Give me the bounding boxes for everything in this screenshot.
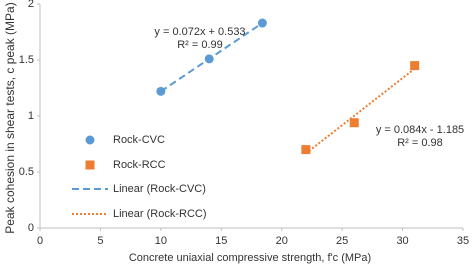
legend-label: Linear (Rock-RCC) [113, 208, 207, 220]
x-tick-label: 30 [396, 235, 408, 247]
x-tick-label: 20 [276, 235, 288, 247]
legend-label: Linear (Rock-CVC) [113, 183, 206, 195]
x-tick-label: 0 [37, 235, 43, 247]
y-tick-label: 2 [28, 0, 34, 10]
legend-label: Rock-RCC [113, 159, 166, 171]
r-squared: R² = 0.99 [177, 39, 223, 51]
x-tick-label: 35 [457, 235, 469, 247]
point [156, 86, 166, 96]
legend-marker [85, 160, 95, 170]
r-squared: R² = 0.98 [397, 137, 443, 149]
y-tick-label: 0.5 [19, 166, 34, 178]
y-tick-label: 1.5 [19, 54, 34, 66]
x-tick-label: 25 [336, 235, 348, 247]
legend-marker [85, 135, 95, 145]
x-tick-label: 15 [215, 235, 227, 247]
legend-label: Rock-CVC [113, 134, 165, 146]
point [204, 54, 214, 64]
equation: y = 0.072x + 0.533 [154, 26, 245, 38]
y-tick-label: 0 [28, 222, 34, 234]
point [257, 18, 267, 28]
point [301, 145, 311, 155]
x-tick-label: 5 [97, 235, 103, 247]
y-tick-label: 1 [28, 110, 34, 122]
x-tick-label: 10 [155, 235, 167, 247]
point [410, 61, 420, 71]
equation: y = 0.084x - 1.185 [376, 124, 464, 136]
point [349, 118, 359, 128]
y-axis-label: Peak cohesion in shear tests, c peak (MP… [3, 2, 17, 233]
x-axis-label: Concrete uniaxial compressive strength, … [129, 252, 371, 264]
trendline [305, 67, 416, 155]
